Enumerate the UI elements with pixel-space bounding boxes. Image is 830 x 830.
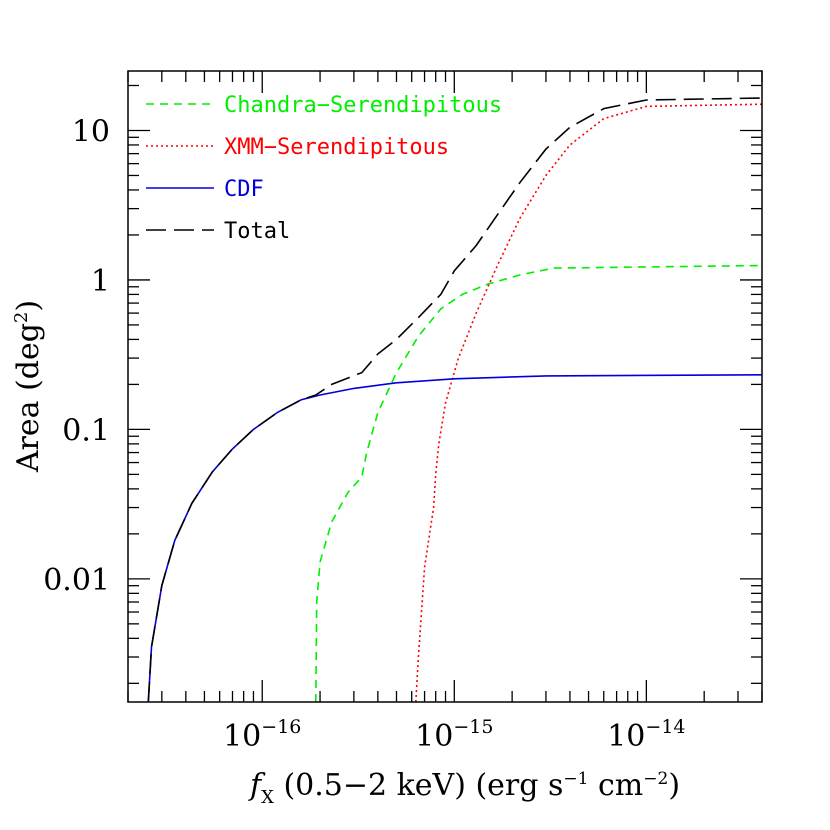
y-tick-label: 0.1: [62, 413, 110, 448]
y-tick-label: 10: [72, 114, 110, 149]
legend-label-3: Total: [224, 219, 290, 244]
series-line-1: [415, 103, 763, 703]
tick-label-layer: 10−16 10−15 10−14 0.01 0.1 1 10: [43, 114, 685, 754]
y-tick-label: 1: [91, 264, 110, 299]
series-line-2: [147, 374, 763, 703]
series-layer: [147, 97, 763, 703]
legend: Chandra−Serendipitous XMM−Serendipitous CD…: [146, 93, 502, 244]
y-tick-label: 0.01: [43, 563, 110, 598]
x-tick-label: 10−14: [607, 716, 685, 754]
legend-label-1: XMM−Serendipitous: [224, 135, 449, 160]
x-axis-label: fX (0.5−2 keV) (erg s−1 cm−2): [248, 768, 680, 808]
y-axis-label: Area (deg2): [11, 300, 46, 473]
tick-layer: [127, 71, 763, 702]
x-tick-label: 10−16: [223, 716, 301, 754]
series-line-3: [147, 97, 763, 703]
x-tick-label: 10−15: [415, 716, 493, 754]
legend-label-0: Chandra−Serendipitous: [224, 93, 502, 118]
legend-label-2: CDF: [224, 177, 264, 202]
plot-frame: [127, 70, 763, 703]
series-line-0: [315, 264, 763, 703]
